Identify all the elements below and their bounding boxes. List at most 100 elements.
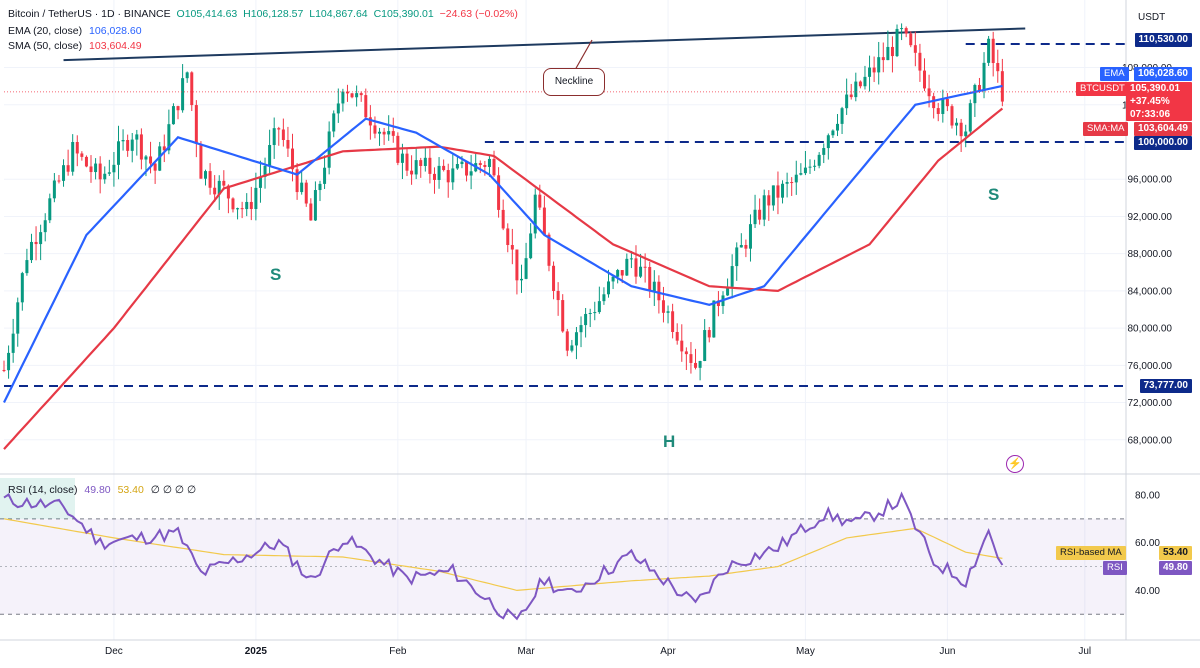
candle-body — [190, 72, 194, 106]
candle-body — [556, 290, 560, 301]
candle-body — [387, 131, 391, 135]
resistance-price-tag: 110,530.00 — [1134, 33, 1192, 47]
candle-body — [565, 331, 569, 351]
candle-body — [341, 91, 345, 104]
symbol-title[interactable]: Bitcoin / TetherUS · 1D · BINANCE — [8, 8, 171, 20]
candle-body — [483, 165, 487, 167]
candle-body — [707, 330, 711, 338]
candle-body — [602, 294, 606, 302]
sma-legend[interactable]: SMA (50, close) 103,604.49 — [8, 39, 142, 53]
candle-body — [378, 131, 382, 134]
candle-body — [199, 143, 203, 179]
candle-body — [52, 180, 56, 199]
candle-body — [268, 145, 272, 166]
candle-body — [350, 93, 354, 98]
candle-body — [176, 106, 180, 111]
candle-body — [666, 311, 670, 313]
candle-body — [634, 258, 638, 277]
candle-body — [245, 201, 249, 210]
lightning-icon[interactable]: ⚡ — [1006, 455, 1024, 473]
candle-body — [661, 300, 665, 313]
candle-body — [291, 148, 295, 170]
candle-body — [955, 122, 959, 126]
rsi-tick-label: 40.00 — [1135, 586, 1160, 597]
candle-body — [478, 163, 482, 166]
candle-body — [877, 57, 881, 73]
last-price-box: 105,390.01 +37.45% 07:33:06 — [1126, 82, 1192, 121]
rsi-axis-tag: RSI — [1103, 561, 1127, 575]
candle-body — [726, 286, 730, 296]
candle-body — [547, 234, 551, 266]
candle-body — [570, 345, 574, 351]
candle-body — [579, 325, 583, 333]
candle-body — [588, 312, 592, 314]
candle-body — [977, 84, 981, 92]
candle-body — [625, 258, 629, 276]
ohlc-high: H106,128.57 — [243, 8, 304, 20]
candle-body — [139, 134, 143, 160]
candle-body — [66, 165, 70, 172]
candle-body — [607, 281, 611, 295]
candle-body — [364, 95, 368, 118]
candle-body — [529, 233, 533, 259]
rsi-tick-label: 60.00 — [1135, 538, 1160, 549]
candle-body — [964, 131, 968, 137]
candle-body — [286, 140, 290, 149]
price-tick-label: 68,000.00 — [1128, 435, 1173, 446]
candle-body — [941, 98, 945, 114]
candle-body — [904, 28, 908, 34]
candle-body — [98, 163, 102, 180]
candle-body — [222, 180, 226, 186]
candle-body — [71, 142, 75, 172]
rsi-value-tag: 49.80 — [1158, 561, 1192, 575]
candle-body — [900, 28, 904, 30]
candle-body — [414, 160, 418, 175]
ema-legend[interactable]: EMA (20, close) 106,028.60 — [8, 24, 142, 38]
candle-body — [437, 165, 441, 180]
price-tick-label: 72,000.00 — [1128, 398, 1173, 409]
candle-body — [803, 167, 807, 174]
candle-body — [194, 105, 198, 144]
candle-body — [771, 185, 775, 206]
candle-body — [922, 70, 926, 89]
candle-body — [684, 351, 688, 355]
candle-body — [794, 174, 798, 183]
candle-body — [323, 167, 327, 184]
candle-body — [593, 312, 597, 314]
ohlc-low: L104,867.64 — [309, 8, 368, 20]
candle-body — [25, 260, 29, 274]
rsi-legend[interactable]: RSI (14, close) 49.80 53.40 ∅ ∅ ∅ ∅ — [8, 483, 196, 497]
candle-body — [561, 300, 565, 332]
head-label: H — [663, 432, 676, 451]
time-tick-label: 2025 — [245, 646, 268, 657]
candle-body — [144, 156, 148, 160]
candle-body — [469, 171, 473, 176]
neckline — [63, 27, 1026, 62]
candle-body — [313, 190, 317, 221]
candle-body — [698, 360, 702, 368]
candle-body — [918, 52, 922, 71]
moving-averages — [3, 84, 1126, 450]
candle-body — [776, 185, 780, 198]
support-low-price-tag: 73,777.00 — [1139, 379, 1192, 393]
candle-body — [762, 195, 766, 220]
support-mid-price-tag: 100,000.00 — [1133, 136, 1192, 150]
candle-body — [712, 300, 716, 338]
candle-body — [584, 313, 588, 326]
candle-body — [849, 94, 853, 98]
candle-body — [735, 247, 739, 267]
candle-body — [465, 161, 469, 176]
candle-body — [446, 170, 450, 183]
rsi-legend-value: 49.80 — [84, 484, 111, 496]
candle-body — [240, 208, 244, 210]
rsi-legend-label: RSI (14, close) — [8, 484, 78, 496]
candle-body — [506, 228, 510, 246]
candle-body — [909, 33, 913, 46]
candle-body — [11, 333, 15, 353]
rsi-ma-axis-tag: RSI-based MA — [1056, 546, 1126, 560]
candle-body — [130, 139, 134, 151]
candle-body — [799, 173, 803, 175]
candle-body — [991, 38, 995, 64]
candle-body — [845, 94, 849, 109]
